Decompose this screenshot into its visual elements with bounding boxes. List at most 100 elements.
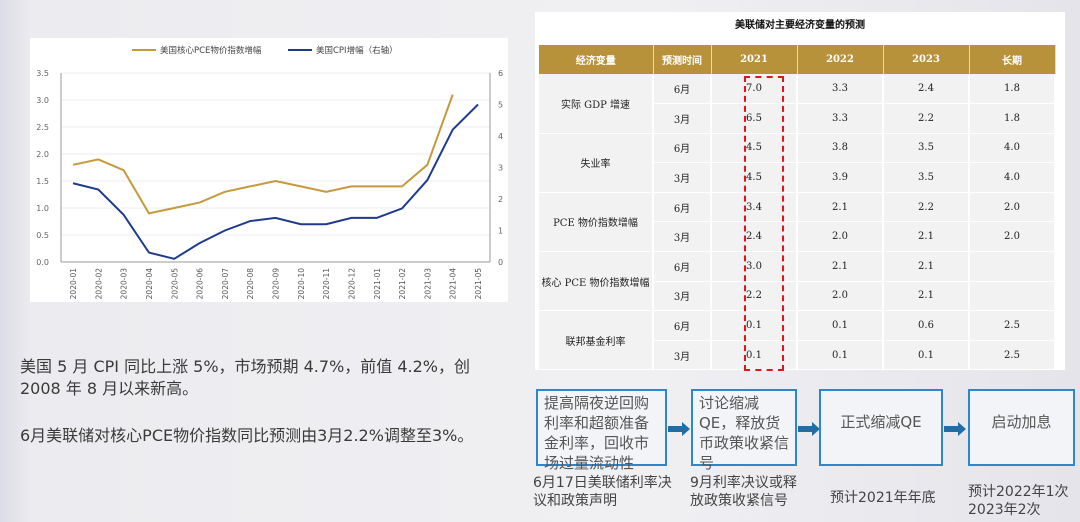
forecast-value: 2.2 xyxy=(883,103,970,134)
flow-step-box: 正式缩减QE xyxy=(819,389,943,466)
highlight-2021-column xyxy=(744,76,784,371)
series-line-0 xyxy=(72,94,454,215)
forecast-value: 3.8 xyxy=(797,133,884,164)
forecast-value: 2.0 xyxy=(969,192,1056,223)
x-tick-label: 2020-12 xyxy=(347,268,356,300)
forecast-value: 2.0 xyxy=(797,221,884,253)
forecast-value xyxy=(969,281,1056,312)
y-tick-label: 1.0 xyxy=(36,204,49,213)
forecast-value: 3.3 xyxy=(797,103,884,134)
paragraph-pce: 6月美联储对核心PCE物价指数同比预测由3月2.2%调整至3%。 xyxy=(20,426,474,445)
y2-tick-label: 1 xyxy=(498,227,503,236)
forecast-month: 3月 xyxy=(653,221,712,253)
forecast-value: 1.8 xyxy=(969,74,1056,105)
flow-step-box: 讨论缩减QE，释放货币政策收紧信号 xyxy=(691,389,797,472)
column-header: 经济变量 xyxy=(539,45,654,74)
y2-tick-label: 2 xyxy=(498,195,503,204)
forecast-value: 3.5 xyxy=(883,133,970,164)
y2-tick-label: 6 xyxy=(498,69,503,78)
x-tick-label: 2021-02 xyxy=(398,268,407,300)
forecast-value: 3.9 xyxy=(797,162,884,193)
forecast-value: 2.1 xyxy=(797,192,884,223)
table-row: 3月 6.5 3.3 2.2 1.8 xyxy=(539,103,1056,134)
forecast-value: 0.6 xyxy=(883,310,970,341)
flow-step-label: 9月利率决议或释放政策收紧信号 xyxy=(690,475,797,509)
table-row: 实际 GDP 增速 6月 7.0 3.3 2.4 1.8 xyxy=(539,74,1056,134)
table-row: 核心 PCE 物价指数增幅 6月 3.0 2.1 2.1 xyxy=(539,251,1056,312)
forecast-value: 3.5 xyxy=(883,162,970,193)
variable-name: 核心 PCE 物价指数增幅 xyxy=(539,251,654,312)
y2-tick-label: 5 xyxy=(498,101,503,110)
x-tick-label: 2021-05 xyxy=(474,268,483,300)
flow-step-box: 启动加息 xyxy=(968,389,1075,466)
legend-label: 美国核心PCE物价指数增幅 xyxy=(160,45,262,56)
variable-name: 联邦基金利率 xyxy=(539,310,654,371)
forecast-month: 3月 xyxy=(653,340,712,371)
arrow-right-icon xyxy=(668,422,690,436)
forecast-month: 3月 xyxy=(653,103,712,134)
x-tick-label: 2020-04 xyxy=(145,268,154,300)
variable-name: 实际 GDP 增速 xyxy=(539,74,654,134)
forecast-value: 0.1 xyxy=(797,310,884,341)
forecast-value: 2.2 xyxy=(883,192,970,223)
x-tick-label: 2020-11 xyxy=(322,268,331,300)
table-title: 美联储对主要经济变量的预测 xyxy=(735,20,865,31)
forecast-value: 2.5 xyxy=(969,340,1056,371)
column-header: 预测时间 xyxy=(653,45,712,74)
column-header: 2021 xyxy=(711,45,798,74)
forecast-value: 4.0 xyxy=(969,133,1056,164)
forecast-month: 6月 xyxy=(653,74,712,105)
x-tick-label: 2020-05 xyxy=(170,268,179,300)
x-tick-label: 2020-03 xyxy=(120,268,129,300)
x-tick-label: 2020-09 xyxy=(272,268,281,300)
cpi-pce-chart: 0.0 0.5 1.0 1.5 2.0 2.5 3.0 3.5 0 1 2 3 4 5 6 2020-01 20… xyxy=(30,38,508,302)
y2-tick-label: 4 xyxy=(498,132,503,141)
forecast-value: 0.1 xyxy=(883,340,970,371)
table-row: 联邦基金利率 6月 0.1 0.1 0.6 2.5 xyxy=(539,310,1056,371)
x-tick-label: 2020-06 xyxy=(196,268,205,300)
x-tick-label: 2020-02 xyxy=(94,268,103,300)
arrow-right-icon xyxy=(798,422,820,436)
column-header: 2023 xyxy=(883,45,970,74)
column-header: 2022 xyxy=(797,45,884,74)
forecast-month: 6月 xyxy=(653,310,712,341)
forecast-value: 1.8 xyxy=(969,103,1056,134)
forecast-value: 0.1 xyxy=(797,340,884,371)
variable-name: 失业率 xyxy=(539,133,654,193)
x-tick-label: 2021-01 xyxy=(373,268,382,300)
arrow-right-icon xyxy=(944,422,966,436)
forecast-value: 2.1 xyxy=(883,281,970,312)
x-tick-label: 2020-10 xyxy=(297,268,306,300)
table-row: 3月 0.1 0.1 0.1 2.5 xyxy=(539,340,1056,371)
forecast-value: 3.3 xyxy=(797,74,884,105)
x-tick-label: 2020-08 xyxy=(246,268,255,300)
y-tick-label: 2.0 xyxy=(36,150,49,159)
paragraph-cpi: 美国 5 月 CPI 同比上涨 5%，市场预期 4.7%，前值 4.2%，创 2… xyxy=(20,357,471,398)
y-tick-label: 0.0 xyxy=(36,258,49,267)
y-tick-label: 0.5 xyxy=(36,231,49,240)
flow-step-label: 6月17日美联储利率决议和政策声明 xyxy=(533,475,672,509)
forecast-value: 2.1 xyxy=(883,221,970,253)
table-row: 失业率 6月 4.5 3.8 3.5 4.0 xyxy=(539,133,1056,193)
forecast-value: 2.0 xyxy=(969,221,1056,253)
forecast-value xyxy=(969,251,1056,282)
x-tick-label: 2021-03 xyxy=(423,268,432,300)
y-tick-label: 3.5 xyxy=(36,69,49,78)
y-tick-label: 3.0 xyxy=(36,96,49,105)
chart-svg: 0.0 0.5 1.0 1.5 2.0 2.5 3.0 3.5 0 1 2 3 4 5 6 2020-01 20… xyxy=(36,45,503,300)
flow-step-label: 预计2021年年底 xyxy=(830,490,936,506)
y-tick-label: 1.5 xyxy=(36,177,49,186)
series-line-1 xyxy=(72,103,479,260)
y2-tick-label: 3 xyxy=(498,164,503,173)
forecast-value: 2.5 xyxy=(969,310,1056,341)
forecast-table-panel: 美联储对主要经济变量的预测 经济变量 预测时间 2021 2022 2023 长期 实际 … xyxy=(535,12,1065,371)
forecast-month: 6月 xyxy=(653,192,712,223)
forecast-month: 3月 xyxy=(653,162,712,193)
y-tick-label: 2.5 xyxy=(36,123,49,132)
forecast-value: 2.4 xyxy=(883,74,970,105)
flow-step-label: 预计2022年1次 2023年2次 xyxy=(968,484,1069,518)
forecast-value: 2.1 xyxy=(797,251,884,282)
column-header: 长期 xyxy=(969,45,1056,74)
legend-label: 美国CPI增幅（右轴） xyxy=(316,45,398,56)
y2-tick-label: 0 xyxy=(498,258,503,267)
